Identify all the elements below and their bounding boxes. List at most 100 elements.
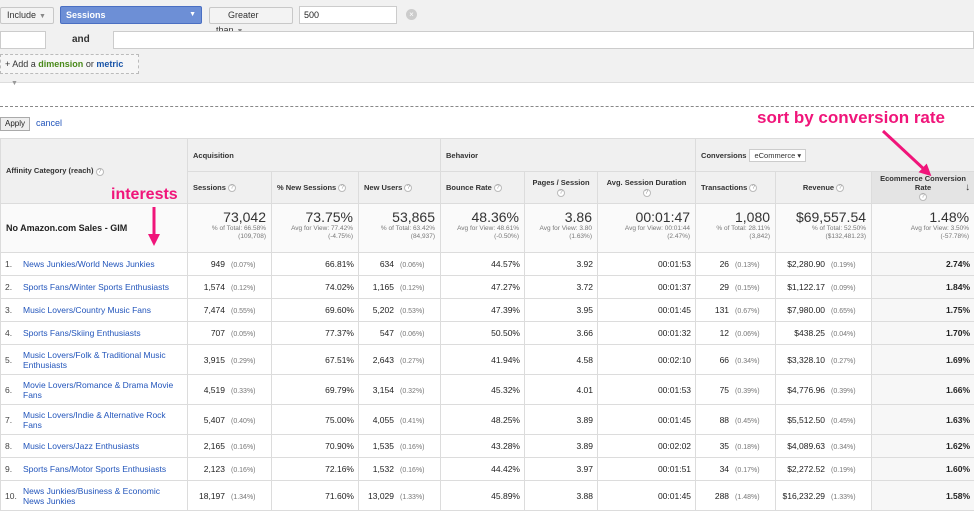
- total-sub: Avg for View: 48.61%: [457, 225, 519, 232]
- new-sessions-cell: 66.81%: [271, 252, 359, 276]
- revenue-value: $2,272.52: [787, 464, 826, 474]
- sessions-header[interactable]: Sessions ?: [187, 171, 272, 204]
- conversions-select-label: eCommerce: [754, 150, 796, 160]
- metric-select[interactable]: Sessions ▼: [60, 6, 202, 24]
- duration-cell: 00:01:45: [596, 298, 697, 322]
- help-icon[interactable]: ?: [95, 167, 104, 176]
- dimension-header[interactable]: Affinity Category (reach) ?: [0, 138, 188, 204]
- sort-arrow-icon[interactable]: ↓: [965, 182, 971, 193]
- new-users-header[interactable]: New Users ?: [358, 171, 441, 204]
- revenue-cell: $2,280.90 (0.19%): [775, 252, 873, 276]
- add-metric-link[interactable]: metric: [96, 59, 124, 69]
- total-new-users: 53,865% of Total: 63.42% (84,937): [358, 203, 441, 253]
- total-pages: 3.86 Avg for View: 3.80 (1.63%): [524, 203, 598, 253]
- ecr-cell: 1.69%: [871, 344, 974, 375]
- new-users-cell: 547 (0.06%): [358, 321, 441, 345]
- apply-button[interactable]: Apply: [0, 117, 30, 131]
- help-icon[interactable]: ?: [919, 193, 928, 201]
- total-sub: (-57.78%): [940, 232, 970, 240]
- chevron-down-icon: ▾: [797, 150, 802, 160]
- operator-dropdown[interactable]: Greater than▼: [209, 7, 293, 35]
- revenue-cell: $1,122.17 (0.09%): [775, 275, 873, 299]
- dimension-link[interactable]: Sports Fans/Motor Sports Enthusiasts: [23, 464, 167, 475]
- ecr-cell: 1.75%: [871, 298, 974, 322]
- ecommerce-conversion-rate-header[interactable]: Ecommerce Conversion Rate? ↓: [871, 171, 974, 204]
- new-users-cell: 3,154 (0.32%): [358, 374, 441, 405]
- ecr-cell: 1.58%: [871, 480, 974, 511]
- help-icon[interactable]: ?: [338, 184, 347, 192]
- dimension-link[interactable]: Music Lovers/Country Music Fans: [23, 305, 152, 316]
- dimension-cell: 6. Movie Lovers/Romance & Drama Movie Fan…: [0, 374, 188, 405]
- help-icon[interactable]: ?: [642, 188, 651, 197]
- dimension-link[interactable]: Sports Fans/Skiing Enthusiasts: [23, 328, 141, 339]
- conversions-select[interactable]: eCommerce ▾: [749, 148, 807, 162]
- bounce-cell: 41.94%: [440, 344, 525, 375]
- value-input[interactable]: 500: [299, 6, 397, 24]
- sessions-value: 3,915: [203, 354, 225, 365]
- conversions-group: Conversions eCommerce ▾: [695, 138, 974, 172]
- help-icon[interactable]: ?: [404, 184, 413, 192]
- dimension-link[interactable]: Music Lovers/Folk & Traditional Music En…: [23, 349, 166, 370]
- new-users-cell: 1,165 (0.12%): [358, 275, 441, 299]
- dimension-cell: 5. Music Lovers/Folk & Traditional Music …: [0, 344, 188, 375]
- help-icon[interactable]: ?: [749, 184, 758, 192]
- sessions-value: 7,474: [203, 305, 225, 315]
- ecr-cell: 1.66%: [871, 374, 974, 405]
- right-and-input[interactable]: [113, 31, 974, 49]
- transactions-header[interactable]: Transactions ?: [695, 171, 777, 204]
- total-main: $69,557.54: [795, 209, 867, 225]
- bounce-rate-header[interactable]: Bounce Rate ?: [440, 171, 525, 204]
- bounce-header-label: Bounce Rate: [446, 182, 492, 192]
- row-number: 2.: [5, 282, 13, 293]
- duration-cell: 00:01:37: [596, 275, 697, 299]
- pages-cell: 3.89: [524, 404, 598, 435]
- dimension-link[interactable]: Music Lovers/Jazz Enthusiasts: [23, 441, 140, 452]
- revenue-header[interactable]: Revenue ?: [775, 171, 873, 204]
- sessions-pct: (1.34%): [231, 493, 256, 501]
- new-users-value: 4,055: [372, 414, 394, 425]
- add-dimension-or-metric-button[interactable]: + Add a dimension or metric ▼: [0, 54, 139, 87]
- new-users-header-label: New Users: [364, 182, 403, 192]
- dimension-link[interactable]: Sports Fans/Winter Sports Enthusiasts: [23, 282, 169, 293]
- revenue-pct: (0.04%): [831, 331, 856, 338]
- left-and-input[interactable]: [0, 31, 46, 49]
- remove-icon[interactable]: ×: [406, 9, 417, 20]
- total-sub: Avg for View: 77.42%: [291, 225, 353, 232]
- transactions-cell: 26 (0.13%): [695, 252, 777, 276]
- new-users-pct: (1.33%): [400, 493, 425, 501]
- total-sub: (-4.75%): [328, 232, 353, 240]
- sessions-value: 18,197: [199, 490, 225, 501]
- duration-header[interactable]: Avg. Session Duration?: [596, 171, 697, 204]
- new-sessions-header[interactable]: % New Sessions ?: [271, 171, 359, 204]
- help-icon[interactable]: ?: [493, 184, 502, 192]
- total-main: 73.75%: [305, 209, 353, 225]
- dimension-link[interactable]: News Junkies/World News Junkies: [23, 259, 155, 270]
- new-users-pct: (0.06%): [400, 331, 425, 338]
- dimension-link[interactable]: Movie Lovers/Romance & Drama Movie Fans: [23, 379, 174, 400]
- help-icon[interactable]: ?: [228, 184, 237, 192]
- new-users-value: 1,165: [372, 282, 394, 292]
- revenue-cell: $4,089.63 (0.34%): [775, 434, 873, 458]
- pages-session-header[interactable]: Pages / Session?: [524, 171, 598, 204]
- dimension-link[interactable]: Music Lovers/Indie & Alternative Rock Fa…: [23, 409, 166, 430]
- new-users-pct: (0.41%): [400, 417, 425, 425]
- new-users-value: 547: [379, 328, 394, 338]
- add-dimension-link[interactable]: dimension: [38, 59, 84, 69]
- cancel-link[interactable]: cancel: [36, 118, 63, 128]
- total-main: 73,042: [223, 209, 266, 225]
- help-icon[interactable]: ?: [836, 184, 845, 192]
- total-new-sessions: 73.75% Avg for View: 77.42% (-4.75%): [271, 203, 359, 253]
- transactions-value: 131: [714, 305, 730, 315]
- transactions-value: 88: [719, 414, 730, 425]
- total-main: 53,865: [392, 209, 435, 225]
- dimension-cell: 2. Sports Fans/Winter Sports Enthusiasts: [0, 275, 188, 299]
- help-icon[interactable]: ?: [557, 188, 565, 197]
- revenue-pct: (1.33%): [831, 493, 856, 501]
- dimension-link[interactable]: News Junkies/Business & Economic News Ju…: [23, 485, 161, 506]
- total-bounce: 48.36% Avg for View: 48.61% (-0.50%): [440, 203, 525, 253]
- transactions-pct: (0.17%): [735, 467, 760, 474]
- include-dropdown[interactable]: Include ▼: [0, 7, 54, 24]
- duration-cell: 00:01:32: [596, 321, 697, 345]
- pages-cell: 3.92: [524, 252, 598, 276]
- total-transactions: 1,080% of Total: 28.11% (3,842): [695, 203, 777, 253]
